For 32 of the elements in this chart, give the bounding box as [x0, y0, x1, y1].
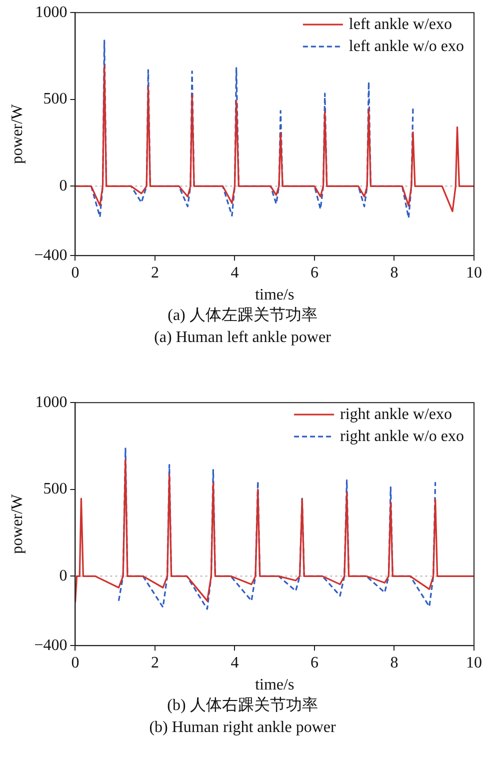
x-tick-label: 4	[230, 264, 239, 282]
legend-label: right ankle w/o exo	[340, 428, 464, 445]
x-tick-label: 8	[390, 654, 398, 672]
legend-label: left ankle w/exo	[348, 16, 452, 33]
x-tick-label: 4	[230, 654, 239, 672]
y-tick-label: 500	[43, 480, 68, 498]
y-axis-title: power/W	[8, 493, 26, 554]
y-tick-label: 1000	[35, 4, 68, 21]
x-tick-label: 10	[466, 654, 482, 672]
y-tick-label: −400	[34, 246, 68, 264]
y-tick-label: −400	[34, 636, 68, 654]
x-tick-label: 10	[466, 264, 482, 282]
x-tick-label: 8	[390, 264, 398, 282]
x-tick-label: 6	[310, 654, 318, 672]
x-tick-label: 6	[310, 264, 318, 282]
text: (b) 人体右踝关节功率	[166, 696, 319, 716]
x-axis-title: time/s	[255, 676, 294, 694]
y-tick-label: 0	[59, 567, 68, 584]
legend-label: left ankle w/o exo	[348, 38, 464, 55]
x-axis-title: time/s	[255, 286, 294, 304]
text: (b) Human right ankle power	[148, 718, 337, 738]
text: (a) 人体左踝关节功率	[166, 306, 318, 326]
y-tick-label: 0	[59, 177, 68, 194]
y-tick-label: 500	[43, 90, 68, 108]
legend-label: right ankle w/exo	[340, 406, 452, 423]
x-tick-label: 2	[150, 654, 159, 672]
x-tick-label: 0	[71, 264, 80, 282]
x-tick-label: 0	[71, 654, 80, 672]
y-tick-label: 1000	[35, 394, 68, 411]
y-axis-title: power/W	[8, 103, 26, 164]
text: (a) Human left ankle power	[153, 328, 332, 348]
x-tick-label: 2	[150, 264, 159, 282]
